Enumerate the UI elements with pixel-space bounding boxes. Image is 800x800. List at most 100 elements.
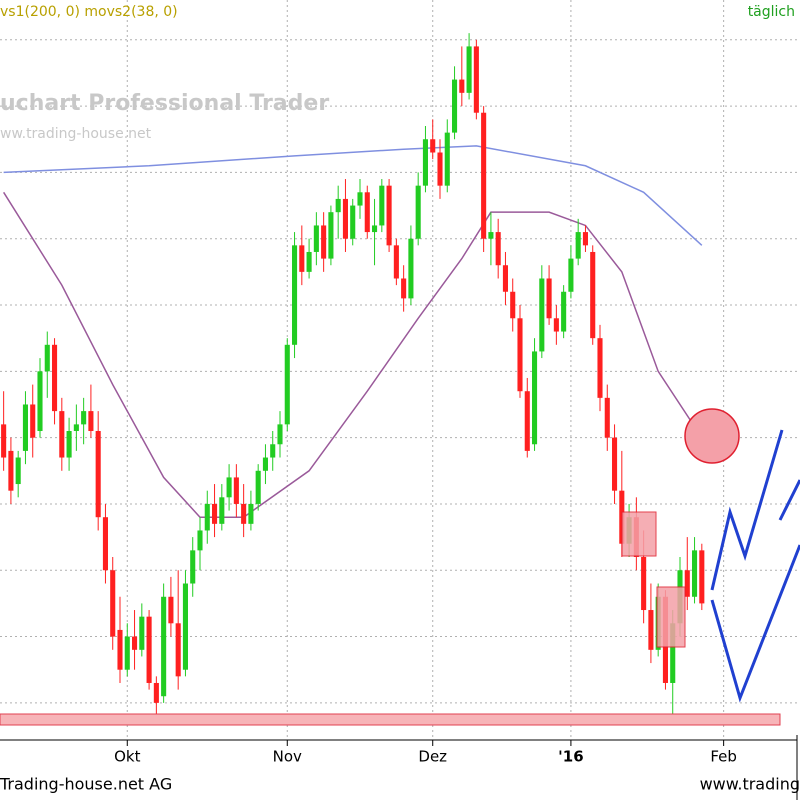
x-tick-label: Dez [418,748,447,766]
candle-body [292,245,298,345]
candle-body [350,205,356,239]
candle-body [437,152,443,186]
candle-body [582,232,588,246]
candle-body [561,291,567,332]
candle-body [306,251,312,272]
support-band [0,713,781,726]
candle-body [612,437,618,491]
candle-body [44,344,50,372]
x-tick-label: Okt [114,748,140,766]
candle-body [408,238,414,299]
candle-body [692,550,698,597]
candle-body [328,212,334,259]
candle-body [444,132,450,186]
candle-body [22,404,28,451]
candle-body [95,431,101,518]
watermark-title: uchart Professional Trader [0,91,329,116]
candle-body [539,278,545,352]
candle-body [262,457,268,471]
candle-body [102,517,108,571]
candle-body [30,404,36,438]
candle-body [604,397,610,438]
candle-body [132,636,138,650]
candle-body [233,477,239,504]
candle-body [212,503,218,524]
candle-body [226,477,232,498]
candle-body [466,46,472,93]
candle-body [684,570,690,597]
candle-body [197,530,203,551]
candle-body [248,503,254,524]
candle-body [255,470,261,504]
candle-body [575,232,581,259]
legend-text: vs1(200, 0) movs2(38, 0) [0,4,178,20]
candle-body [59,411,65,458]
candle-body [415,185,421,239]
projection-line [710,544,800,703]
candle-body [502,265,508,292]
candle-body [139,616,145,650]
candle-body [168,596,174,624]
projection-line [710,429,784,591]
candle-body [524,391,530,451]
candle-body [1,424,7,458]
candle-body [590,251,596,339]
candle-body [670,623,676,683]
candle-body [175,623,181,677]
x-labels: Okt Nov Dez '16 Feb [114,740,737,766]
period-label: täglich [748,4,795,20]
candle-body [364,192,370,233]
candle-body [321,225,327,259]
candle-body [335,198,341,213]
candle-body [153,682,159,703]
candle-body [81,411,87,425]
candle-body [15,457,21,485]
candle-body [488,232,494,239]
candle-body [430,139,436,153]
zone-box [656,586,686,648]
candle-body [495,232,501,266]
candle-body [386,185,392,246]
x-tick-label: '16 [558,748,583,766]
candle-body [110,570,116,637]
candle-body [277,424,283,445]
candle-body [422,139,428,186]
candle-body [124,636,130,670]
candle-body [270,444,276,458]
candle-body [66,431,72,458]
candle-body [219,497,225,524]
candle-body [648,610,654,650]
zone-box [621,511,657,557]
candle-body [568,258,574,292]
footer-left: Trading-house.net AG [0,775,172,794]
candle-body [37,371,43,432]
candle-body [473,46,479,113]
candle-body [481,112,487,239]
candle-body [52,344,58,412]
candle-body [241,503,247,524]
x-tick-label: Feb [710,748,737,766]
candle-body [204,503,210,531]
candle-body [510,291,516,319]
candle-body [342,198,348,239]
candle-body [357,192,363,206]
candle-body [372,225,378,233]
candle-body [88,411,94,432]
candle-body [182,583,188,670]
candle-body [190,550,196,584]
moving-average [3,191,703,518]
candle-body [546,278,552,319]
candle-body [284,344,290,425]
target-circle [684,408,740,464]
candle-body [532,351,538,445]
candle-body [597,338,603,398]
candle-body [393,245,399,279]
x-tick-label: Nov [273,748,302,766]
candle-body [117,629,123,670]
candle-body [161,596,167,697]
candle-body [146,616,152,683]
candle-body [73,424,79,432]
candle-body [699,550,705,604]
candle-body [401,278,407,299]
